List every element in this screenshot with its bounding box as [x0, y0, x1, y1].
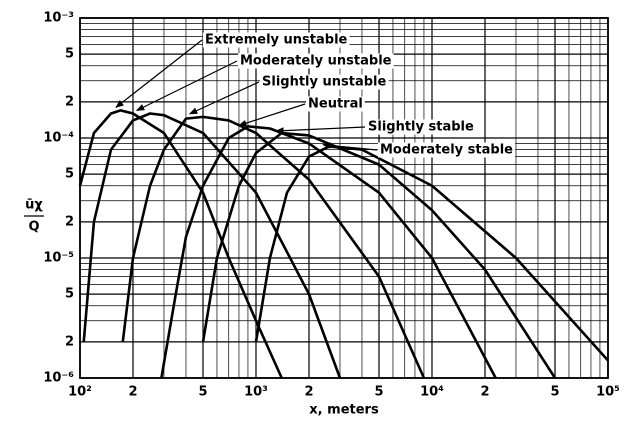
x-tick-label: 10³: [244, 385, 268, 400]
annotation-arrow: [238, 103, 306, 127]
annotation-bg: [260, 74, 389, 90]
y-tick-label: 10⁻⁴: [43, 131, 74, 146]
annotation-bg: [366, 119, 476, 135]
curve: [82, 112, 342, 379]
curve: [121, 115, 426, 379]
x-tick-label: 2: [304, 385, 313, 400]
x-tick-label: 5: [198, 385, 207, 400]
x-tick-label: 10⁵: [596, 385, 620, 400]
x-tick-label: 2: [128, 385, 137, 400]
y-tick-label: 2: [65, 334, 74, 349]
annotation-arrow: [188, 81, 260, 115]
annotation-label: Neutral: [308, 97, 363, 112]
y-tick-label: 2: [65, 214, 74, 229]
annotation-bg: [238, 53, 394, 69]
annotation-arrow: [275, 126, 366, 135]
annotation-arrow: [322, 142, 378, 151]
plot-frame: [79, 17, 609, 379]
annotation-arrow: [115, 39, 203, 108]
annotation-label: Moderately stable: [380, 143, 513, 158]
annotation-bg: [378, 142, 516, 158]
x-axis-label: x, meters: [309, 403, 379, 418]
annotation-label: Slightly stable: [368, 120, 474, 135]
x-tick-label: 5: [374, 385, 383, 400]
annotation-label: Slightly unstable: [262, 75, 387, 90]
y-axis-label-numerator: ūχ: [25, 198, 43, 213]
x-tick-label: 10²: [68, 385, 92, 400]
y-tick-label: 10⁻³: [43, 11, 74, 26]
x-tick-label: 10⁴: [420, 385, 444, 400]
x-tick-label: 2: [480, 385, 489, 400]
annotation-bg: [203, 32, 350, 48]
curve: [78, 109, 283, 379]
y-tick-label: 5: [65, 47, 74, 62]
annotation-label: Moderately unstable: [240, 54, 392, 69]
y-tick-label: 5: [65, 287, 74, 302]
annotation-arrow: [135, 60, 238, 112]
y-tick-label: 10⁻⁵: [43, 251, 74, 266]
x-tick-label: 5: [550, 385, 559, 400]
annotation-bg: [306, 96, 365, 112]
y-axis-label-denominator: Q: [28, 220, 39, 235]
annotation-label: Extremely unstable: [205, 33, 348, 48]
curve: [160, 125, 497, 379]
y-tick-label: 10⁻⁶: [43, 371, 74, 386]
curve: [201, 131, 557, 379]
y-tick-label: 2: [65, 94, 74, 109]
y-tick-label: 5: [65, 167, 74, 182]
